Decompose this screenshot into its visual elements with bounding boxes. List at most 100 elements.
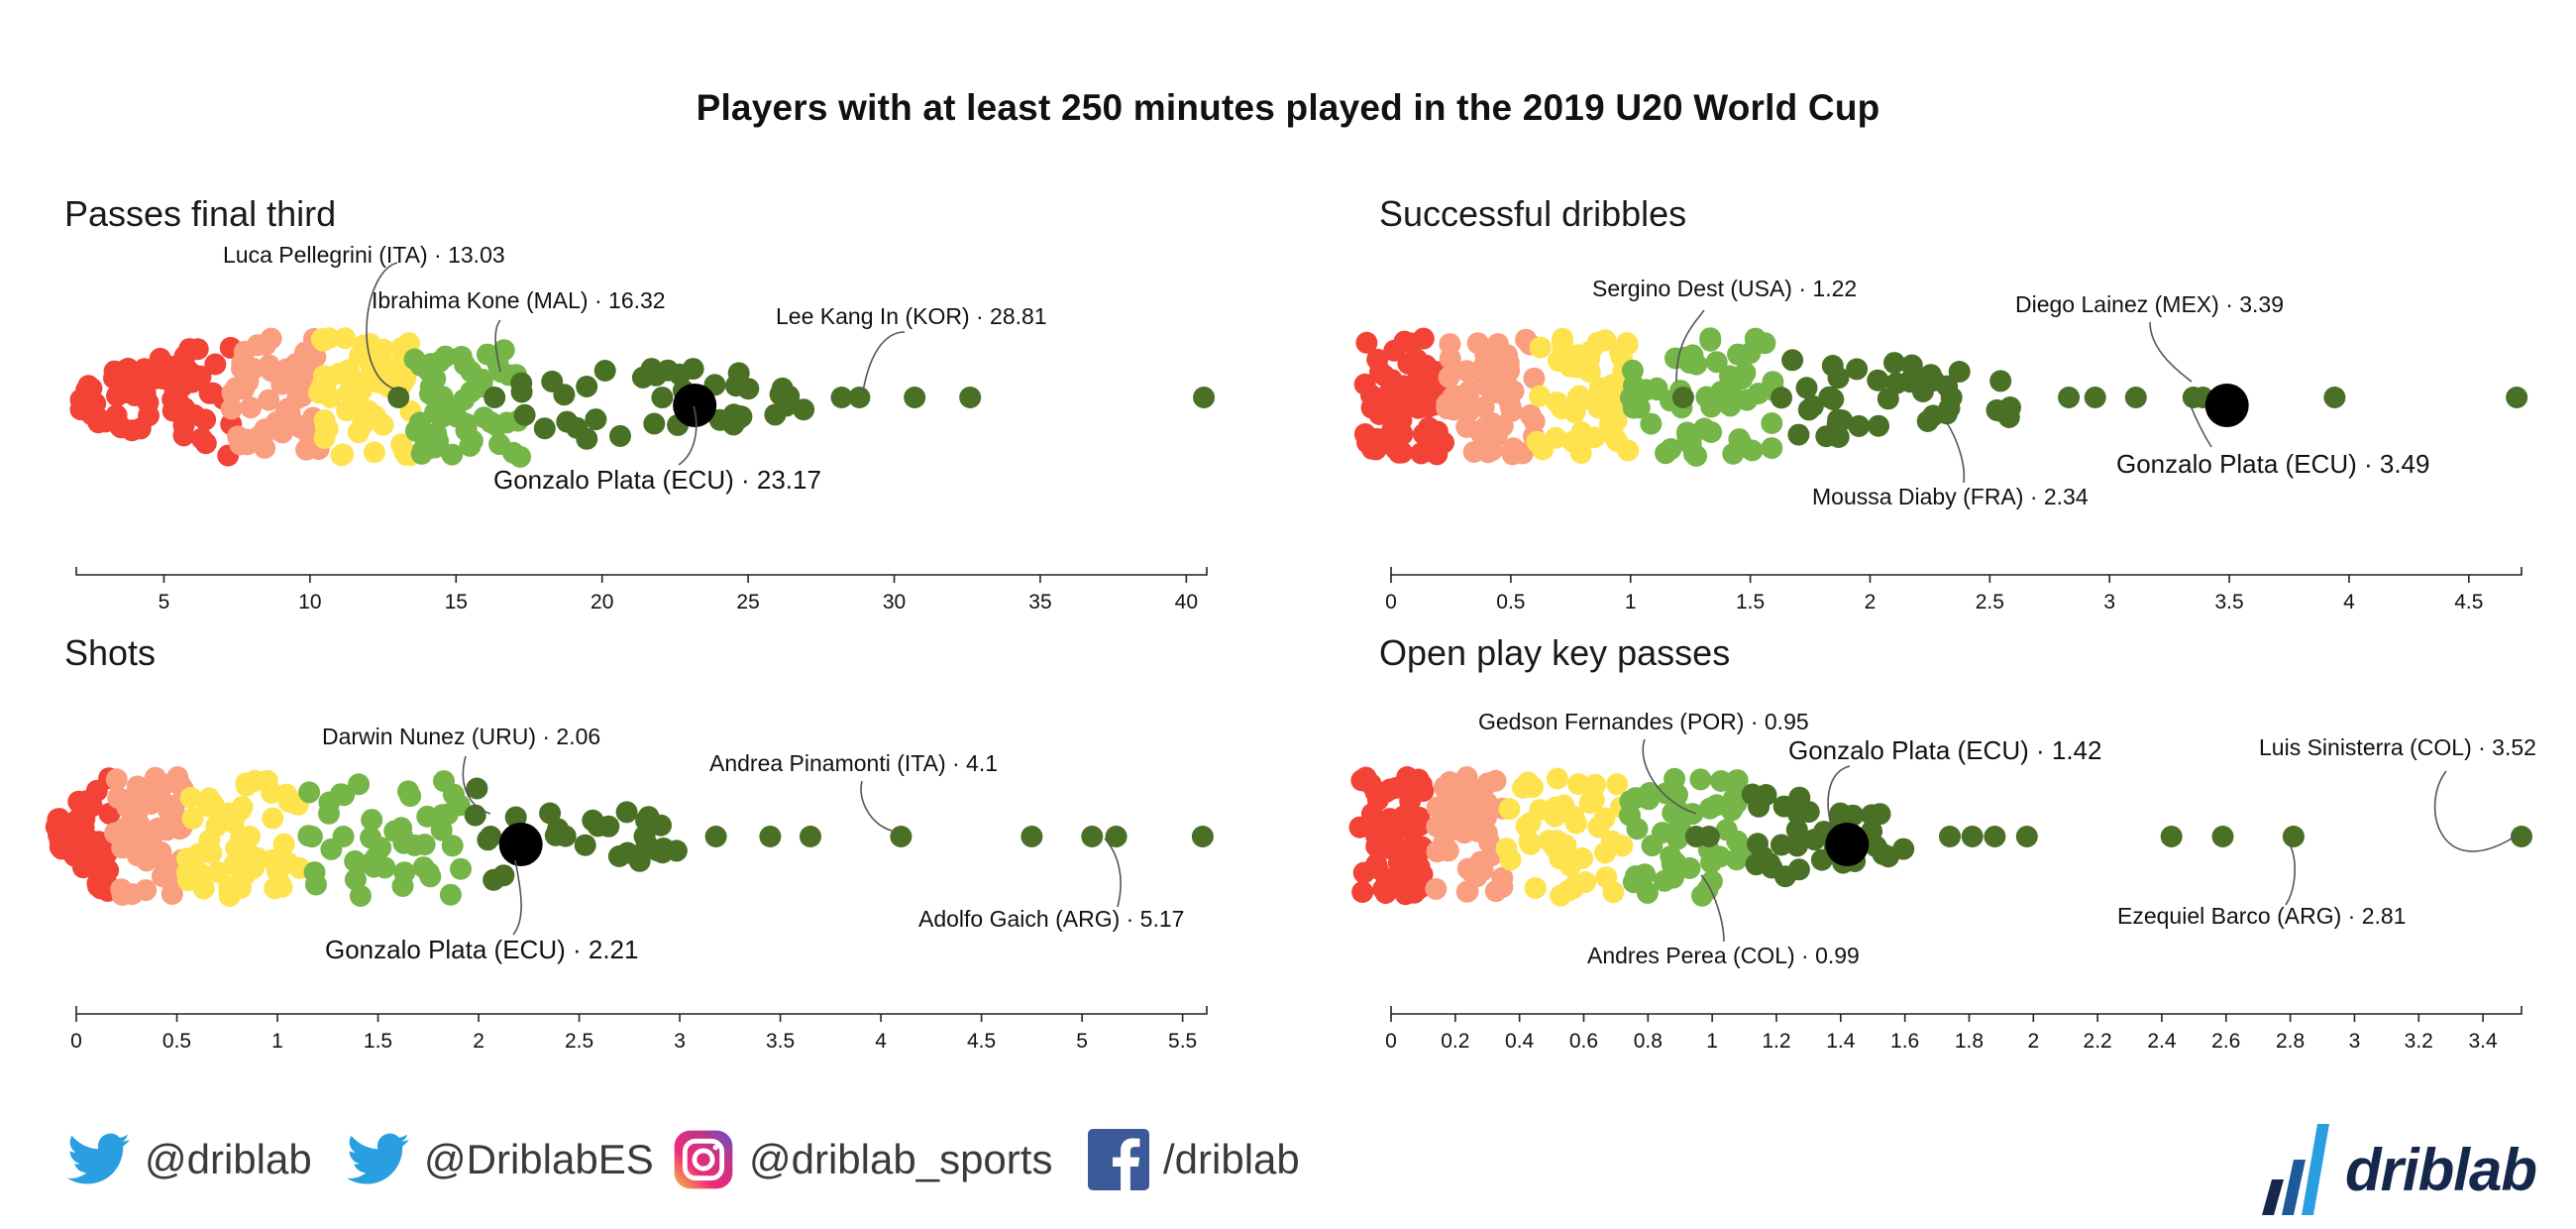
player-dot bbox=[483, 868, 505, 891]
player-dot bbox=[1566, 430, 1589, 453]
player-dot bbox=[318, 802, 340, 825]
annotated-player-dot bbox=[480, 826, 502, 847]
social-handle: @DriblabES bbox=[424, 1136, 654, 1182]
footer: @driblab @DriblabES @driblab_sports bbox=[0, 1120, 2576, 1219]
player-dot bbox=[1885, 372, 1908, 394]
player-dot bbox=[439, 883, 462, 906]
player-dot bbox=[1846, 358, 1869, 381]
social-handle: @driblab bbox=[145, 1136, 312, 1182]
player-dot bbox=[1848, 414, 1871, 437]
player-dot bbox=[145, 771, 167, 794]
player-dot bbox=[1384, 437, 1407, 460]
player-dot bbox=[120, 830, 143, 852]
player-dot bbox=[349, 884, 372, 907]
player-dot bbox=[220, 397, 243, 420]
player-dot bbox=[145, 367, 167, 390]
player-dot bbox=[110, 878, 133, 901]
player-dot bbox=[769, 384, 792, 405]
chart-main-title: Players with at least 250 minutes played… bbox=[696, 87, 1880, 128]
x-tick-label: 40 bbox=[1175, 591, 1198, 614]
player-dot bbox=[1726, 769, 1749, 792]
annotation-label: Andrea Pinamonti (ITA) · 4.1 bbox=[709, 750, 998, 776]
player-dot bbox=[1761, 412, 1783, 434]
player-dot bbox=[1601, 412, 1624, 435]
social-twitter-driblabes[interactable]: @DriblabES bbox=[347, 1120, 654, 1199]
beeswarm-plot: Darwin Nunez (URU) · 2.06 Andrea Pinamont… bbox=[45, 724, 1214, 1053]
player-dot bbox=[1710, 770, 1733, 792]
player-dot bbox=[682, 358, 704, 381]
x-tick-label: 0.8 bbox=[1634, 1030, 1663, 1053]
player-dot bbox=[727, 362, 750, 385]
player-dot bbox=[310, 328, 333, 351]
annotated-player-dot bbox=[1671, 387, 1694, 408]
player-dot bbox=[190, 427, 213, 450]
player-dot bbox=[1410, 442, 1433, 465]
player-dot bbox=[334, 327, 357, 350]
annotation-leader-line bbox=[2189, 402, 2212, 448]
player-dot bbox=[1466, 332, 1489, 355]
panel-title: Shots bbox=[64, 632, 157, 673]
annotation-leader-line bbox=[860, 780, 893, 832]
social-twitter-driblab[interactable]: @driblab bbox=[67, 1120, 312, 1199]
player-dot bbox=[1402, 835, 1425, 857]
x-tick-label: 1.5 bbox=[364, 1030, 392, 1053]
player-dot bbox=[1818, 386, 1841, 408]
player-dot bbox=[332, 443, 355, 466]
outliers bbox=[480, 826, 1214, 847]
player-dot bbox=[254, 436, 276, 459]
social-instagram[interactable]: @driblab_sports bbox=[672, 1120, 1052, 1199]
band-darkgreen bbox=[510, 358, 815, 450]
player-dot bbox=[509, 445, 532, 468]
player-dot bbox=[539, 802, 562, 825]
player-dot bbox=[231, 357, 253, 380]
player-dot bbox=[353, 334, 376, 357]
player-dot bbox=[1611, 835, 1634, 857]
player-dot bbox=[202, 793, 225, 816]
chart-panel-open-play-key-passes: Open play key passes Gedson Fernandes (P… bbox=[1348, 632, 2576, 1068]
player-dot bbox=[1922, 404, 1945, 427]
player-dot bbox=[1387, 851, 1410, 874]
player-dot bbox=[105, 768, 128, 791]
player-dot bbox=[264, 877, 286, 900]
player-dot bbox=[1787, 803, 1809, 826]
player-dot bbox=[1472, 438, 1495, 461]
player-dot bbox=[1524, 877, 1547, 899]
player-dot bbox=[1373, 823, 1396, 845]
x-tick-label: 1 bbox=[1706, 1030, 1718, 1053]
player-dot bbox=[1705, 351, 1728, 374]
player-dot bbox=[1616, 333, 1639, 356]
player-dot bbox=[585, 408, 607, 431]
player-dot bbox=[1865, 836, 1887, 858]
player-dot bbox=[1700, 395, 1723, 418]
player-dot bbox=[1396, 766, 1419, 788]
player-dot bbox=[431, 405, 454, 428]
x-axis-line bbox=[1390, 567, 2522, 576]
player-dot bbox=[1634, 863, 1657, 886]
annotated-player-dot bbox=[848, 387, 871, 408]
player-dot bbox=[280, 408, 303, 431]
player-dot bbox=[1529, 336, 1552, 359]
annotation-label: Luis Sinisterra (COL) · 3.52 bbox=[2259, 734, 2536, 760]
chart-panel-successful-dribbles: Successful dribbles Sergino Dest (USA) ·… bbox=[1353, 193, 2576, 629]
player-dot bbox=[1621, 359, 1644, 382]
player-dot bbox=[298, 781, 321, 804]
x-tick-label: 5 bbox=[159, 591, 170, 614]
social-facebook[interactable]: /driblab bbox=[1088, 1120, 1300, 1199]
x-tick-label: 1.2 bbox=[1762, 1030, 1790, 1053]
player-dot bbox=[576, 376, 598, 397]
x-tick-label: 0 bbox=[1385, 1030, 1397, 1053]
player-dot bbox=[1771, 387, 1792, 409]
band-lightgreen bbox=[297, 770, 472, 907]
player-dot bbox=[1900, 354, 1923, 377]
player-dot bbox=[1546, 830, 1568, 852]
player-dot bbox=[1588, 377, 1611, 399]
annotation-leader-line bbox=[462, 755, 491, 815]
player-dot bbox=[1518, 831, 1541, 853]
player-dot bbox=[1369, 361, 1391, 384]
player-dot bbox=[225, 377, 248, 399]
player-dot bbox=[1586, 331, 1609, 354]
player-dot bbox=[615, 801, 638, 824]
player-dot bbox=[229, 433, 252, 456]
annotated-player-dot bbox=[1105, 826, 1127, 847]
band-red bbox=[1348, 766, 1435, 906]
